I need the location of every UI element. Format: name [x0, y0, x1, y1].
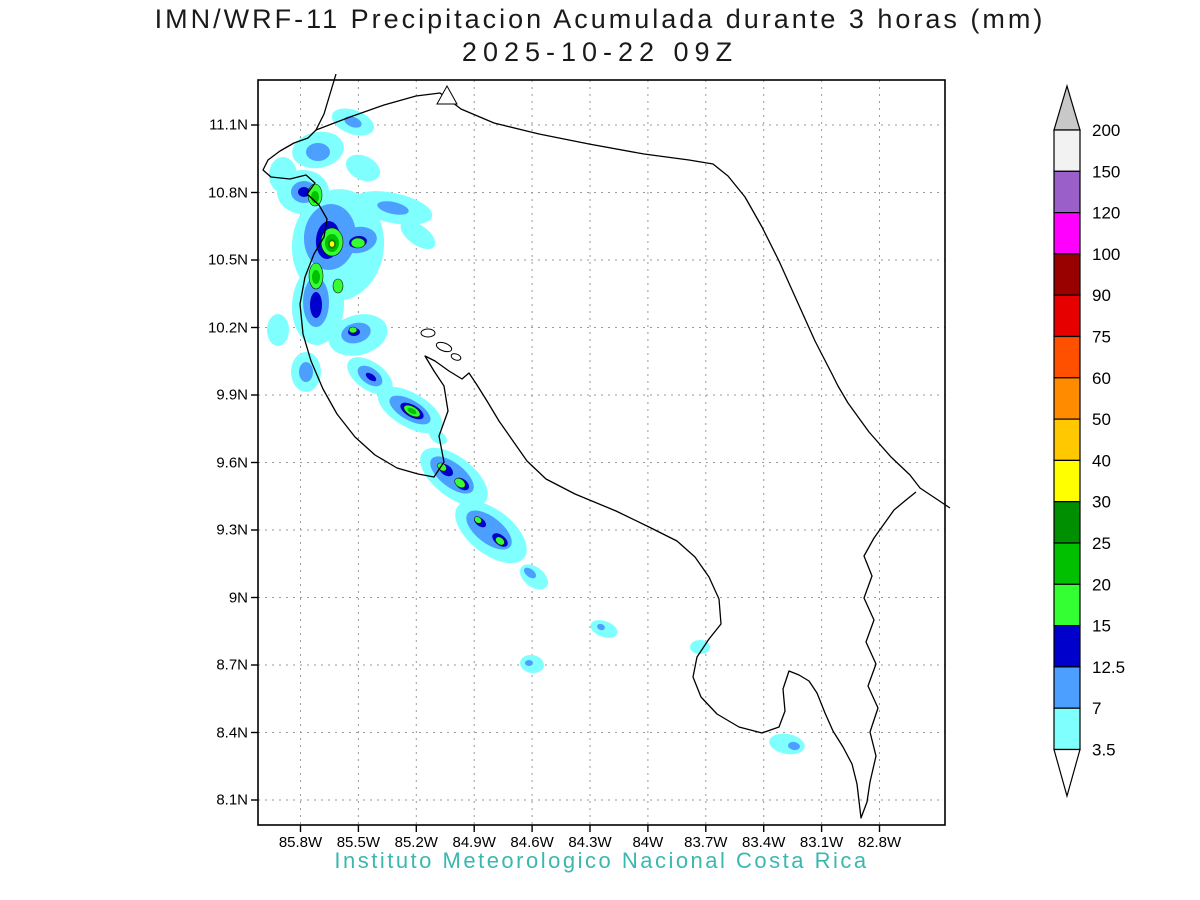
precip-level-3.5mm: [267, 108, 805, 755]
lake-nicaragua-tip: [436, 84, 458, 105]
plot-frame: [257, 79, 946, 826]
colorbar-segment: [1053, 666, 1081, 709]
colorbar-label: 150: [1092, 162, 1120, 181]
colorbar-label: 15: [1092, 617, 1111, 636]
colorbar-label: 12.5: [1092, 658, 1125, 677]
page-subtitle: 2025-10-22 09Z: [461, 37, 739, 67]
nicaragua-border-caribbean-coast: [315, 92, 951, 509]
lon-tick-label: 82.8W: [857, 834, 902, 851]
colorbar-label: 40: [1092, 451, 1111, 470]
colorbar-segment: [1053, 129, 1081, 172]
colorbar-segment: [1053, 377, 1081, 420]
colorbar-label: 30: [1092, 493, 1111, 512]
lon-tick-label: 83.7W: [684, 834, 728, 851]
lon-tick-label: 84.6W: [510, 834, 554, 851]
colorbar-segment: [1053, 501, 1081, 544]
gulf-island: [420, 328, 436, 338]
lon-tick-label: 85.8W: [278, 834, 323, 851]
lat-tick-label: 8.7N: [216, 656, 248, 674]
colorbar-label: 90: [1092, 286, 1111, 305]
precip-level-15mm: [307, 183, 505, 546]
lat-tick-label: 9.9N: [216, 386, 248, 404]
colorbar-label: 200: [1092, 121, 1120, 140]
colorbar-segment: [1053, 583, 1081, 627]
colorbar-label: 120: [1092, 204, 1120, 223]
colorbar-arrow-top: [1053, 83, 1081, 131]
lat-tick-label: 8.1N: [216, 791, 248, 809]
colorbar-segment: [1053, 170, 1081, 214]
colorbar-segment: [1053, 253, 1081, 296]
lat-tick-label: 9.6N: [216, 454, 248, 471]
gulf-island: [435, 341, 453, 353]
colorbar-segment: [1053, 459, 1081, 503]
colorbar-segment: [1053, 542, 1081, 585]
lon-tick-label: 84.9W: [452, 834, 496, 851]
lat-tick-label: 10.5N: [207, 251, 248, 269]
colorbar-segment: [1053, 418, 1081, 462]
colorbar-svg: 200 150 120 100 90 75 60 50 40 30 25 20 15 12.5 7 3.5: [1053, 83, 1125, 799]
colorbar: 200 150 120 100 90 75 60 50 40 30 25 20 15 12.5 7 3.5: [1038, 83, 1198, 829]
lon-tick-label: 84.3W: [568, 834, 612, 851]
lon-tick-label: 85.5W: [336, 834, 381, 851]
lon-tick-label: 83.4W: [742, 834, 786, 851]
lon-tick-label: 84W: [632, 834, 664, 851]
lat-tick-label: 10.2N: [207, 319, 248, 336]
colorbar-label: 50: [1092, 410, 1111, 429]
lat-tick-label: 10.8N: [207, 184, 248, 201]
lon-tick-label: 83.1W: [799, 834, 844, 851]
page-title: IMN/WRF-11 Precipitacion Acumulada duran…: [154, 4, 1046, 34]
colorbar-arrow-bottom: [1053, 748, 1081, 799]
colorbar-segment: [1053, 624, 1081, 668]
axis-tick-marks: [251, 124, 881, 832]
colorbar-segment: [1053, 294, 1081, 338]
lat-tick-label: 11.1N: [209, 116, 248, 134]
lon-tick-label: 85.2W: [394, 834, 438, 851]
colorbar-label: 25: [1092, 534, 1111, 553]
lat-tick-label: 8.4N: [216, 724, 248, 741]
colorbar-segment: [1053, 335, 1081, 379]
colorbar-segment: [1053, 707, 1081, 751]
colorbar-segment: [1053, 212, 1081, 255]
gulf-island: [450, 353, 462, 361]
colorbar-label: 100: [1092, 245, 1120, 264]
pacific-coastline: [262, 73, 917, 819]
colorbar-label: 20: [1092, 575, 1111, 594]
precip-level-30mm: [329, 240, 335, 248]
title-block: IMN/WRF-11 Precipitacion Acumulada duran…: [0, 4, 1200, 68]
map-plot: [251, 73, 951, 832]
colorbar-label: 60: [1092, 369, 1111, 388]
lat-tick-label: 9.3N: [216, 521, 248, 539]
coastline-layer: [262, 73, 951, 819]
colorbar-label: 75: [1092, 328, 1111, 347]
colorbar-label: 7: [1092, 699, 1101, 718]
map-svg: [251, 73, 951, 832]
lat-tick-label: 9N: [228, 589, 248, 606]
grid-lines: [258, 80, 945, 825]
colorbar-label: 3.5: [1092, 741, 1116, 760]
caption: Instituto Meteorologico Nacional Costa R…: [334, 848, 869, 873]
precipitation-layer: [267, 108, 805, 755]
